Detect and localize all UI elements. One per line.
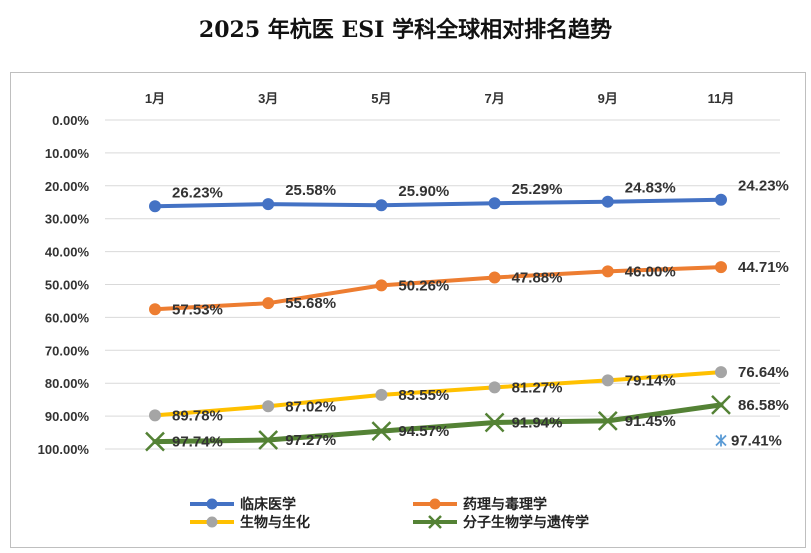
y-tick-label: 30.00% (45, 212, 90, 227)
legend-label: 分子生物学与遗传学 (463, 514, 589, 531)
data-label: 25.90% (398, 183, 449, 200)
y-tick-label: 40.00% (45, 245, 90, 260)
x-tick-label: 7月 (484, 91, 504, 106)
y-tick-label: 20.00% (45, 179, 90, 194)
extra-data-point (715, 434, 727, 447)
data-label: 57.53% (172, 301, 223, 318)
data-point (371, 421, 392, 442)
data-point (597, 410, 618, 431)
data-point (488, 197, 501, 210)
data-label: 24.83% (625, 180, 676, 197)
chart-frame (10, 72, 806, 548)
x-tick-label: 5月 (371, 91, 391, 106)
data-label: 89.78% (172, 407, 223, 424)
data-point (601, 195, 614, 208)
data-point (375, 279, 388, 292)
x-tick-label: 9月 (598, 91, 618, 106)
y-tick-label: 70.00% (45, 343, 90, 358)
data-label: 24.23% (738, 178, 789, 195)
data-label: 94.57% (398, 423, 449, 440)
data-point (258, 430, 279, 450)
series-line (153, 370, 723, 418)
data-point (715, 261, 727, 274)
y-tick-label: 10.00% (45, 146, 90, 161)
extra-data-label: 97.41% (731, 432, 782, 449)
data-label: 76.64% (738, 364, 789, 381)
series-line (153, 265, 723, 312)
data-label: 91.45% (625, 413, 676, 430)
series-line (152, 402, 724, 445)
data-point (145, 431, 165, 452)
legend-swatch-marker (206, 498, 218, 510)
data-point (262, 400, 275, 413)
y-tick-label: 0.00% (52, 113, 89, 128)
data-point (375, 199, 388, 212)
data-label: 79.14% (625, 372, 676, 389)
legend-label: 临床医学 (240, 496, 296, 513)
legend-swatch-marker (428, 515, 442, 529)
data-point (715, 366, 727, 379)
x-tick-label: 11月 (708, 91, 735, 106)
x-tick-label: 3月 (258, 91, 278, 106)
data-point (601, 374, 614, 387)
y-tick-label: 80.00% (45, 376, 90, 391)
data-point (375, 388, 388, 401)
data-point (715, 193, 727, 206)
legend-swatch-marker (429, 498, 441, 510)
legend-label: 药理与毒理学 (463, 496, 547, 513)
series-line (153, 197, 723, 209)
data-point (488, 381, 501, 394)
data-point (149, 409, 161, 422)
data-label: 25.58% (285, 182, 336, 199)
data-point (262, 297, 275, 310)
data-label: 47.88% (512, 270, 563, 287)
chart-title: 2025 年杭医 ESI 学科全球相对排名趋势 (198, 17, 613, 43)
data-label: 97.74% (172, 434, 223, 451)
data-point (149, 303, 161, 316)
data-label: 25.29% (512, 181, 563, 198)
y-tick-label: 100.00% (38, 442, 90, 457)
data-point (149, 200, 161, 213)
data-point (484, 412, 505, 433)
x-tick-label: 1月 (145, 91, 165, 106)
data-point (262, 198, 275, 211)
data-label: 26.23% (172, 184, 223, 201)
data-label: 97.27% (285, 432, 336, 449)
data-label: 46.00% (625, 263, 676, 280)
legend-label: 生物与生化 (240, 514, 310, 531)
data-label: 55.68% (285, 295, 336, 312)
data-label: 87.02% (285, 398, 336, 415)
data-point (601, 265, 614, 278)
data-label: 86.58% (738, 397, 789, 414)
data-label: 83.55% (398, 387, 449, 404)
data-point (488, 271, 501, 284)
y-tick-label: 90.00% (45, 409, 90, 424)
y-tick-label: 50.00% (45, 278, 90, 293)
legend-swatch-marker (206, 516, 218, 528)
data-label: 91.94% (512, 414, 563, 431)
y-tick-label: 60.00% (45, 310, 90, 325)
data-label: 50.26% (398, 277, 449, 294)
data-label: 44.71% (738, 259, 789, 276)
data-point (711, 394, 731, 415)
data-label: 81.27% (512, 379, 563, 396)
